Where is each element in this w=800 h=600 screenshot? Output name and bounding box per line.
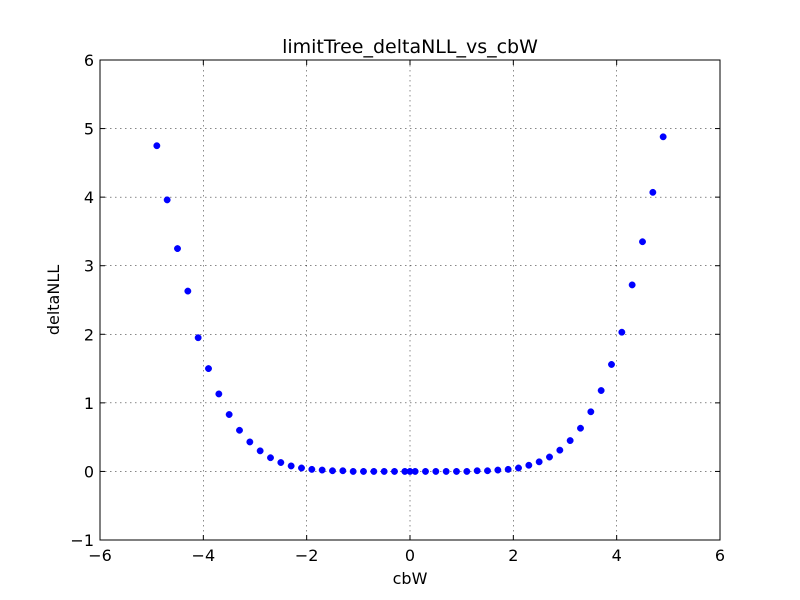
data-point [473, 467, 481, 475]
y-axis-label: deltaNLL [44, 265, 63, 335]
data-point [153, 142, 161, 150]
data-point [380, 467, 388, 475]
x-tick-label: 4 [612, 546, 622, 565]
data-point [535, 458, 543, 466]
data-point [422, 467, 429, 475]
data-point [608, 361, 615, 368]
y-tick-label: 1 [84, 394, 94, 413]
data-point [308, 465, 316, 473]
data-point [453, 467, 460, 475]
data-point [525, 461, 533, 469]
data-point [184, 287, 192, 295]
data-point [566, 437, 574, 445]
axis-ticks: −6 −4 −2 0 2 4 6 −1 0 1 2 3 4 5 6 [70, 51, 725, 565]
data-point [318, 466, 326, 474]
data-points [153, 133, 667, 475]
data-point [628, 281, 636, 289]
data-point [659, 133, 667, 141]
data-point [649, 188, 657, 196]
data-point [205, 365, 212, 373]
data-point [174, 245, 181, 253]
data-point [329, 467, 336, 475]
y-tick-label: −1 [70, 531, 94, 550]
x-axis-label: cbW [393, 569, 428, 588]
data-point [546, 453, 553, 461]
y-tick-label: 0 [84, 462, 94, 481]
data-point [587, 408, 595, 416]
data-point [339, 467, 347, 475]
x-tick-label: 2 [508, 546, 518, 565]
data-point [515, 464, 522, 472]
data-point [370, 467, 378, 475]
x-tick-label: −6 [88, 546, 112, 565]
data-point [194, 334, 202, 342]
data-point [391, 467, 398, 475]
data-point [246, 438, 254, 446]
data-point [618, 328, 626, 336]
data-point [442, 467, 450, 475]
data-point [463, 467, 471, 475]
data-point [432, 467, 440, 475]
data-point [556, 446, 564, 454]
data-point [298, 464, 305, 472]
data-point [287, 462, 295, 470]
data-point [494, 466, 502, 474]
x-tick-label: 6 [715, 546, 725, 565]
data-point [163, 196, 171, 204]
data-point [349, 467, 357, 475]
y-tick-label: 4 [84, 188, 94, 207]
data-point [504, 465, 512, 473]
data-point [360, 467, 367, 475]
y-tick-label: 5 [84, 120, 94, 139]
data-point [411, 467, 419, 475]
data-point [256, 447, 264, 455]
y-tick-label: 3 [84, 257, 94, 276]
chart-title: limitTree_deltaNLL_vs_cbW [282, 36, 538, 58]
data-point [215, 390, 223, 398]
data-point [267, 454, 274, 462]
x-tick-label: −4 [192, 546, 216, 565]
data-point [277, 459, 285, 466]
y-tick-label: 2 [84, 325, 94, 344]
data-point [577, 424, 584, 432]
data-point [484, 467, 491, 475]
data-point [639, 238, 646, 246]
data-point [236, 426, 243, 434]
data-point [597, 387, 605, 394]
data-point [225, 411, 233, 418]
x-tick-label: 0 [405, 546, 415, 565]
x-tick-label: −2 [295, 546, 319, 565]
y-tick-label: 6 [84, 51, 94, 70]
